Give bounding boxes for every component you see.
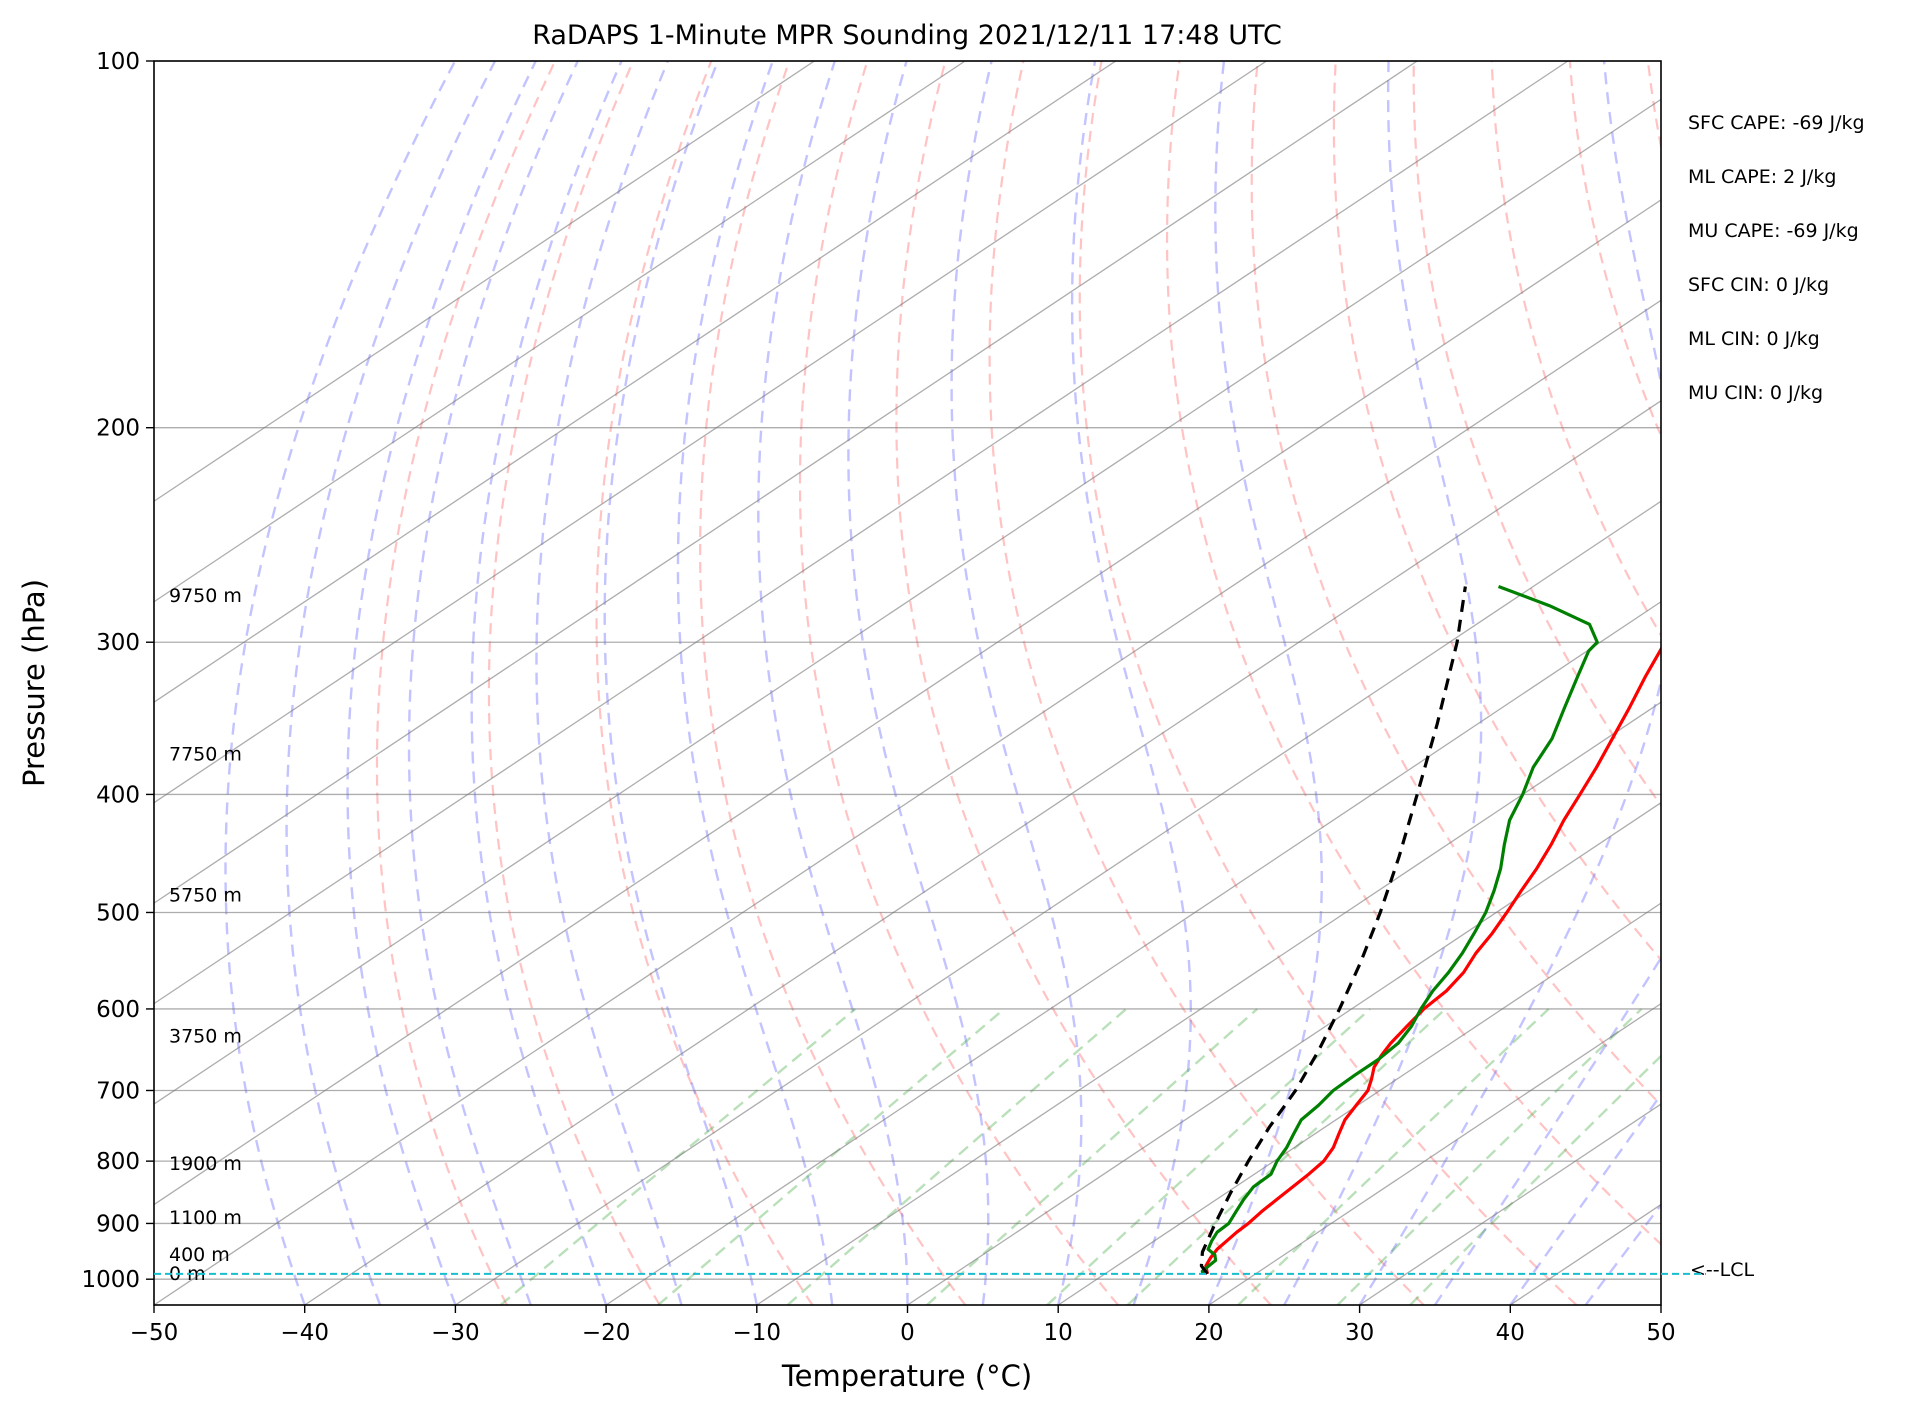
isotherm-line bbox=[1208, 1002, 1661, 1305]
y-tick-label: 900 bbox=[96, 1211, 140, 1237]
dry-adiabat bbox=[1165, 61, 1661, 1246]
x-axis-label: Temperature (°C) bbox=[781, 1359, 1032, 1393]
dry-adiabat bbox=[1250, 61, 1661, 1107]
moist-adiabat bbox=[1509, 1092, 1661, 1305]
isotherm-line bbox=[154, 98, 1661, 1105]
x-tick-label: 30 bbox=[1345, 1320, 1374, 1346]
dewpoint-profile-line bbox=[1200, 584, 1599, 1275]
stability-index-label: MU CAPE: -69 J/kg bbox=[1688, 220, 1859, 242]
stability-index-label: ML CAPE: 2 J/kg bbox=[1688, 166, 1836, 188]
mixing-ratio-line bbox=[1046, 1008, 1371, 1305]
moist-adiabat bbox=[407, 61, 579, 1305]
mixing-ratio-line bbox=[786, 1008, 1127, 1305]
moist-adiabat bbox=[1358, 61, 1661, 1305]
height-label: 400 m bbox=[169, 1244, 230, 1266]
y-tick-label: 200 bbox=[96, 416, 140, 442]
dry-adiabat bbox=[487, 61, 661, 1305]
isotherm-line bbox=[154, 61, 1569, 1005]
isotherm-line bbox=[154, 61, 1117, 703]
moist-adiabat bbox=[535, 61, 683, 1305]
mixing-ratio-line bbox=[1336, 1008, 1643, 1305]
mixing-ratio-line bbox=[1126, 1008, 1447, 1305]
isotherm-line bbox=[756, 701, 1661, 1305]
moist-adiabat bbox=[470, 61, 623, 1305]
chart-title: RaDAPS 1-Minute MPR Sounding 2021/12/11 … bbox=[532, 20, 1282, 51]
y-tick-label: 700 bbox=[96, 1078, 140, 1104]
height-label: 1900 m bbox=[169, 1153, 242, 1175]
isotherm-line bbox=[154, 61, 815, 503]
x-tick-label: 0 bbox=[900, 1320, 915, 1346]
dry-adiabat bbox=[1490, 61, 1661, 638]
x-tick-label: −10 bbox=[733, 1320, 782, 1346]
moist-adiabat bbox=[1207, 61, 1323, 1305]
x-tick-label: −40 bbox=[280, 1320, 329, 1346]
moist-adiabat bbox=[1070, 61, 1192, 1305]
parcel-profile-line bbox=[1199, 586, 1467, 1275]
x-tick-label: −30 bbox=[431, 1320, 480, 1346]
x-tick-label: 50 bbox=[1646, 1320, 1675, 1346]
isotherm-line bbox=[154, 61, 966, 603]
isotherm-line bbox=[907, 801, 1661, 1305]
mixing-ratio-line bbox=[926, 1008, 1259, 1305]
moist-adiabat bbox=[757, 61, 909, 1305]
isotherm-line bbox=[154, 61, 1267, 804]
mixing-ratio-line bbox=[1409, 1054, 1661, 1305]
moist-adiabat bbox=[847, 61, 990, 1305]
y-tick-label: 100 bbox=[96, 49, 140, 75]
mixing-ratio-line bbox=[657, 1008, 1005, 1305]
stability-index-label: SFC CAPE: -69 J/kg bbox=[1688, 112, 1865, 134]
isotherm-line bbox=[1057, 902, 1661, 1305]
x-tick-label: 20 bbox=[1194, 1320, 1223, 1346]
dry-adiabat bbox=[1078, 61, 1578, 1305]
moist-adiabat bbox=[346, 61, 537, 1305]
x-tick-label: −50 bbox=[130, 1320, 179, 1346]
moist-adiabat bbox=[1584, 1202, 1661, 1305]
dry-adiabat bbox=[798, 61, 1119, 1305]
y-tick-label: 500 bbox=[96, 900, 140, 926]
y-tick-label: 300 bbox=[96, 630, 140, 656]
y-tick-label: 1000 bbox=[81, 1267, 140, 1293]
height-label: 3750 m bbox=[169, 1025, 242, 1047]
x-tick-label: 10 bbox=[1044, 1320, 1073, 1346]
moist-adiabat bbox=[224, 61, 457, 1305]
moist-adiabat bbox=[676, 61, 834, 1305]
dry-adiabat bbox=[1412, 61, 1661, 808]
y-axis-label: Pressure (hPa) bbox=[17, 579, 51, 787]
y-tick-label: 600 bbox=[96, 997, 140, 1023]
x-tick-label: 40 bbox=[1496, 1320, 1525, 1346]
isotherm-line bbox=[605, 600, 1661, 1305]
temperature-profile-line bbox=[1204, 646, 1661, 1275]
isotherm-line bbox=[154, 199, 1661, 1206]
isotherm-line bbox=[154, 299, 1661, 1305]
dry-adiabat bbox=[895, 61, 1272, 1305]
stability-index-label: ML CIN: 0 J/kg bbox=[1688, 328, 1820, 350]
moist-adiabat bbox=[950, 61, 1083, 1305]
stability-index-label: MU CIN: 0 J/kg bbox=[1688, 382, 1823, 404]
height-label: 7750 m bbox=[169, 744, 242, 766]
lcl-label: <--LCL bbox=[1690, 1259, 1754, 1281]
moist-adiabat bbox=[1433, 955, 1661, 1305]
isotherm-line bbox=[455, 500, 1661, 1305]
isotherm-line bbox=[304, 400, 1661, 1305]
dry-adiabat bbox=[988, 61, 1425, 1305]
y-tick-label: 800 bbox=[96, 1149, 140, 1175]
height-label: 9750 m bbox=[169, 585, 242, 607]
height-label: 5750 m bbox=[169, 884, 242, 906]
moist-adiabat bbox=[285, 61, 497, 1305]
x-tick-label: −20 bbox=[582, 1320, 631, 1346]
height-label: 1100 m bbox=[169, 1207, 242, 1229]
y-tick-label: 400 bbox=[96, 782, 140, 808]
moist-adiabat bbox=[1283, 61, 1483, 1305]
mixing-ratio-line bbox=[499, 1008, 857, 1305]
isotherm-line bbox=[154, 61, 1418, 904]
dry-adiabat bbox=[375, 61, 557, 1305]
stability-index-label: SFC CIN: 0 J/kg bbox=[1688, 274, 1829, 296]
